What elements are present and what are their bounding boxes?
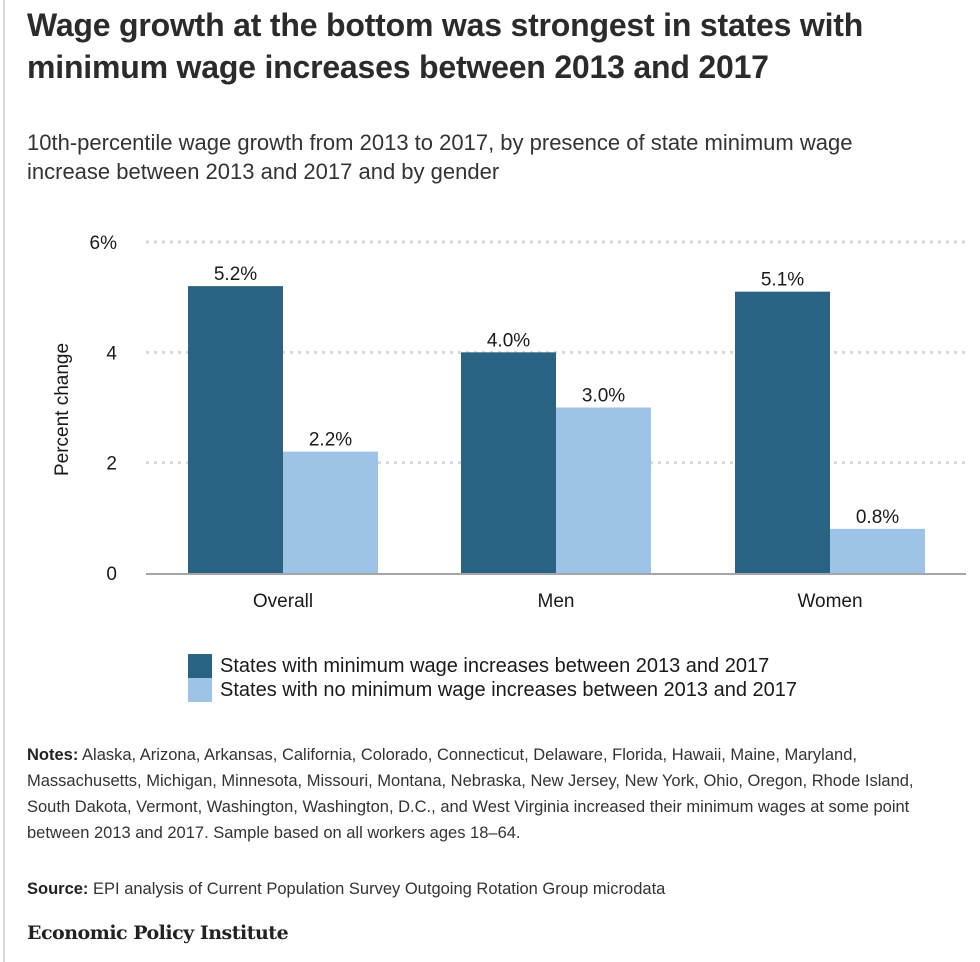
notes-text: Alaska, Arizona, Arkansas, California, C… xyxy=(27,746,914,842)
y-axis-title: Percent change xyxy=(52,343,73,476)
notes-label: Notes: xyxy=(27,746,79,764)
data-label: 5.2% xyxy=(214,264,257,285)
legend-item-no-increase: States with no minimum wage increases be… xyxy=(188,678,797,702)
legend-label-no-increase: States with no minimum wage increases be… xyxy=(220,679,798,701)
chart-subtitle: 10th-percentile wage growth from 2013 to… xyxy=(27,130,853,184)
bar-men-no-increase xyxy=(556,407,651,573)
y-tick-label: 4 xyxy=(106,343,117,364)
y-tick-label: 2 xyxy=(106,454,117,475)
x-category-label: Women xyxy=(797,591,862,612)
notes: Notes: Alaska, Arizona, Arkansas, Califo… xyxy=(27,742,927,846)
legend-swatch-no-increase xyxy=(188,678,212,702)
epi-logo: Economic Policy Institute xyxy=(27,922,289,944)
source: Source: EPI analysis of Current Populati… xyxy=(27,877,927,901)
legend-swatch-with-increase xyxy=(188,654,212,678)
legend-item-with-increase: States with minimum wage increases betwe… xyxy=(188,654,797,678)
legend: States with minimum wage increases betwe… xyxy=(188,654,797,702)
bar-overall-with-increase xyxy=(188,286,283,573)
data-label: 5.1% xyxy=(761,270,804,291)
bars xyxy=(188,286,925,573)
bar-women-no-increase xyxy=(830,528,925,573)
bar-women-with-increase xyxy=(735,291,830,573)
data-label: 0.8% xyxy=(856,507,899,528)
data-label: 2.2% xyxy=(309,430,352,451)
data-labels: 5.2% 2.2% 4.0% 3.0% 5.1% 0.8% xyxy=(214,264,899,528)
left-border xyxy=(3,0,5,962)
data-label: 3.0% xyxy=(582,386,625,407)
source-label: Source: xyxy=(27,880,89,898)
bar-overall-no-increase xyxy=(283,451,378,573)
chart-title: Wage growth at the bottom was strongest … xyxy=(27,7,864,85)
axes: 0 2 4 6% Percent change Overall Men Women xyxy=(52,233,966,612)
source-text: EPI analysis of Current Population Surve… xyxy=(88,880,666,898)
x-category-label: Overall xyxy=(253,591,313,612)
bar-men-with-increase xyxy=(461,352,556,573)
bar-chart: 5.2% 2.2% 4.0% 3.0% 5.1% 0.8% 0 2 4 6% Percent ch… xyxy=(52,233,966,612)
data-label: 4.0% xyxy=(487,330,530,351)
y-tick-label: 6% xyxy=(90,233,118,254)
legend-label-with-increase: States with minimum wage increases betwe… xyxy=(220,655,770,677)
x-category-label: Men xyxy=(538,591,575,612)
y-tick-label: 0 xyxy=(106,564,117,585)
